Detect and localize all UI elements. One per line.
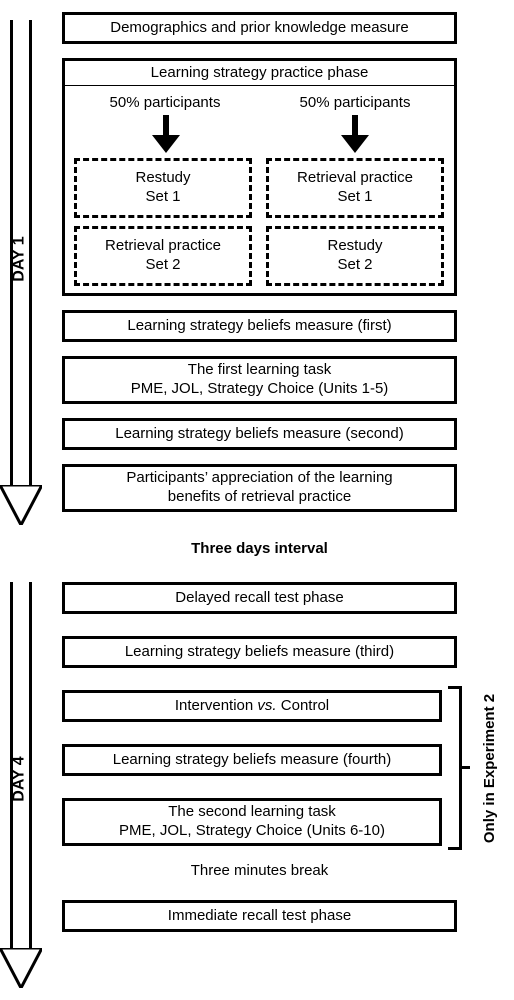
l2: Set 2 bbox=[337, 256, 372, 275]
text: Immediate recall test phase bbox=[168, 907, 351, 926]
dash-retrieval-right: Retrieval practice Set 1 bbox=[266, 158, 444, 218]
text: Learning strategy beliefs measure (secon… bbox=[115, 425, 404, 444]
interval-label: Three days interval bbox=[62, 540, 457, 557]
diagram-root: DAY 1 Demographics and prior knowledge m… bbox=[0, 0, 514, 1000]
l2: Set 1 bbox=[337, 188, 372, 207]
box-appreciation: Participants’ appreciation of the learni… bbox=[62, 464, 457, 512]
dash-restudy-left: Restudy Set 1 bbox=[74, 158, 252, 218]
exp2-bracket bbox=[448, 686, 462, 850]
box-beliefs-third: Learning strategy beliefs measure (third… bbox=[62, 636, 457, 668]
l2: Set 2 bbox=[145, 256, 180, 275]
l2: PME, JOL, Strategy Choice (Units 6-10) bbox=[119, 822, 385, 841]
day1-arrow-head bbox=[0, 485, 42, 525]
box-demographics: Demographics and prior knowledge measure bbox=[62, 12, 457, 44]
day4-label: DAY 4 bbox=[11, 756, 29, 801]
l2: PME, JOL, Strategy Choice (Units 1-5) bbox=[131, 380, 389, 399]
l1: Retrieval practice bbox=[105, 237, 221, 256]
l2: Set 1 bbox=[145, 188, 180, 207]
pct-left: 50% participants bbox=[80, 94, 250, 111]
box-immediate-recall: Immediate recall test phase bbox=[62, 900, 457, 932]
practice-title: Learning strategy practice phase bbox=[62, 64, 457, 81]
box-beliefs-first: Learning strategy beliefs measure (first… bbox=[62, 310, 457, 342]
l1: Restudy bbox=[327, 237, 382, 256]
break-label: Three minutes break bbox=[62, 862, 457, 879]
l1: Retrieval practice bbox=[297, 169, 413, 188]
dash-retrieval-left: Retrieval practice Set 2 bbox=[74, 226, 252, 286]
l1: The first learning task bbox=[188, 361, 331, 380]
day4-arrow-head bbox=[0, 948, 42, 988]
vs: vs. bbox=[257, 697, 276, 714]
bracket-tick bbox=[462, 766, 470, 769]
box-second-task: The second learning task PME, JOL, Strat… bbox=[62, 798, 442, 846]
l2: benefits of retrieval practice bbox=[168, 488, 351, 507]
exp2-label: Only in Experiment 2 bbox=[481, 694, 498, 843]
pre: Intervention bbox=[175, 697, 258, 714]
box-delayed-recall: Delayed recall test phase bbox=[62, 582, 457, 614]
l1: Restudy bbox=[135, 169, 190, 188]
practice-hr bbox=[65, 85, 454, 86]
dash-restudy-right: Restudy Set 2 bbox=[266, 226, 444, 286]
pct-right: 50% participants bbox=[270, 94, 440, 111]
text: Delayed recall test phase bbox=[175, 589, 343, 608]
box-first-task: The first learning task PME, JOL, Strate… bbox=[62, 356, 457, 404]
small-arrow-right-head bbox=[341, 135, 369, 153]
small-arrow-left-head bbox=[152, 135, 180, 153]
intervention-text: Intervention vs. Control bbox=[62, 697, 442, 714]
text: Learning strategy beliefs measure (first… bbox=[127, 317, 391, 336]
day1-label: DAY 1 bbox=[11, 236, 29, 281]
box-beliefs-fourth: Learning strategy beliefs measure (fourt… bbox=[62, 744, 442, 776]
l1: The second learning task bbox=[168, 803, 336, 822]
post: Control bbox=[281, 697, 329, 714]
box-beliefs-second: Learning strategy beliefs measure (secon… bbox=[62, 418, 457, 450]
text: Demographics and prior knowledge measure bbox=[110, 19, 409, 38]
l1: Participants’ appreciation of the learni… bbox=[126, 469, 392, 488]
text: Learning strategy beliefs measure (third… bbox=[125, 643, 394, 662]
text: Learning strategy beliefs measure (fourt… bbox=[113, 751, 391, 770]
